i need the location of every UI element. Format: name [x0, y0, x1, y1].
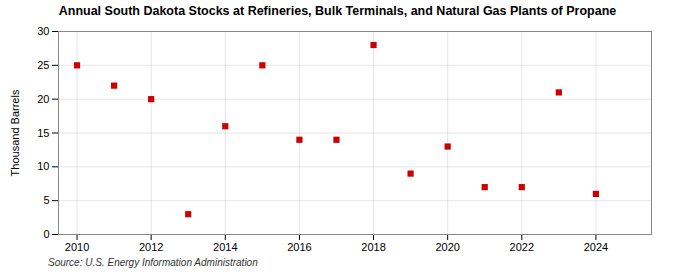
svg-text:2010: 2010: [65, 241, 89, 253]
svg-text:2022: 2022: [510, 241, 534, 253]
svg-text:2012: 2012: [139, 241, 163, 253]
svg-text:2014: 2014: [213, 241, 237, 253]
svg-text:2016: 2016: [287, 241, 311, 253]
html-text:Source: U.S. Energy Informatio: Source: U.S. Energy Information Administ…: [48, 257, 258, 268]
svg-text:20: 20: [37, 93, 49, 105]
svg-text:30: 30: [37, 25, 49, 37]
svg-text:25: 25: [37, 59, 49, 71]
svg-text:Thousand Barrels: Thousand Barrels: [9, 89, 21, 176]
svg-text:5: 5: [43, 194, 49, 206]
svg-text:10: 10: [37, 160, 49, 172]
svg-text:2018: 2018: [361, 241, 385, 253]
svg-text:2020: 2020: [435, 241, 459, 253]
svg-text:15: 15: [37, 127, 49, 139]
html-text:Annual South Dakota Stocks at: Annual South Dakota Stocks at Refineries…: [58, 4, 617, 18]
svg-text:0: 0: [43, 228, 49, 240]
svg-text:2024: 2024: [584, 241, 608, 253]
